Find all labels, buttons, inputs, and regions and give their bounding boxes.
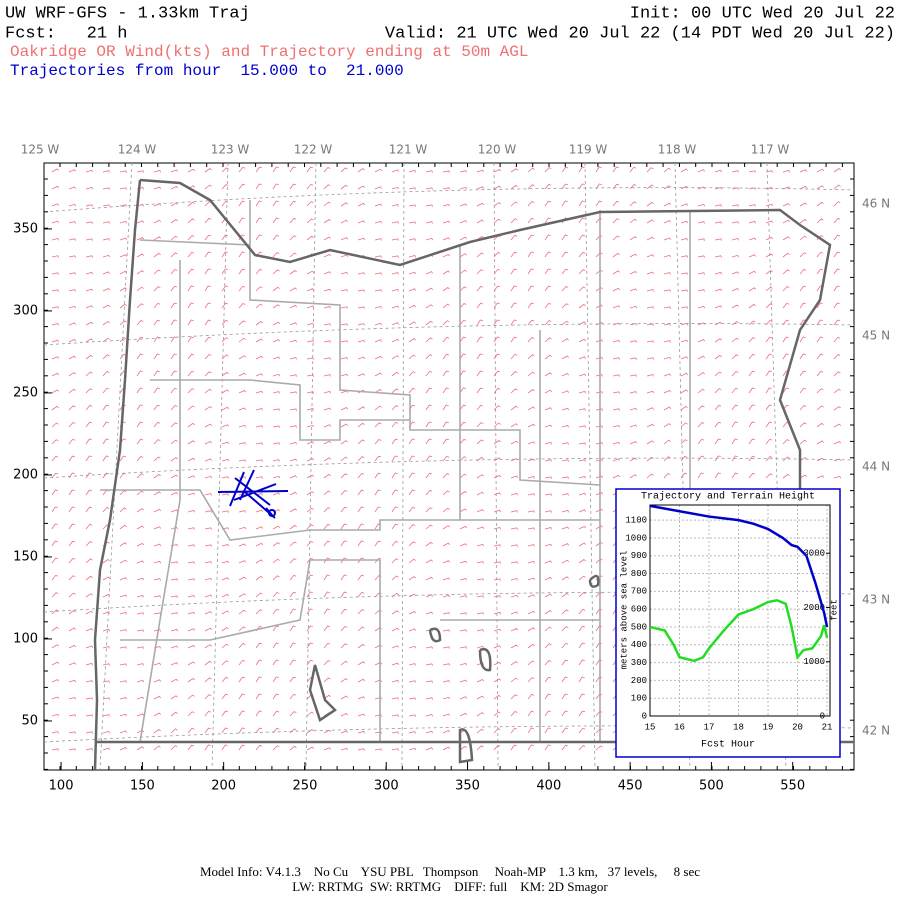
- latitude-label: 46 N: [862, 197, 890, 211]
- latitude-label: 44 N: [862, 460, 890, 474]
- x-tick-label: 300: [374, 779, 399, 794]
- trajectory-note: Trajectories from hour 15.000 to 21.000: [10, 62, 404, 80]
- y-tick-label: 100: [13, 631, 38, 646]
- x-tick-label: 400: [536, 779, 561, 794]
- longitude-label: 118 W: [658, 143, 697, 157]
- x-tick-label: 20: [792, 722, 803, 732]
- y2-tick-label: 1000: [803, 657, 825, 667]
- y-tick-label: 0: [642, 711, 647, 721]
- x-axis-label: Fcst Hour: [701, 740, 755, 751]
- x-tick-label: 550: [780, 779, 805, 794]
- y-tick-label: 50: [21, 713, 38, 728]
- y-tick-label: 100: [631, 694, 647, 704]
- plot-area: [649, 504, 831, 717]
- longitude-label: 122 W: [294, 143, 333, 157]
- y-tick-label: 1100: [625, 516, 647, 526]
- y2-axis-label: feet: [829, 599, 839, 621]
- x-tick-label: 21: [822, 722, 833, 732]
- longitude-label: 117 W: [751, 143, 790, 157]
- map: 100 150 200 250 300 350 400 450 500 5505010015020…: [13, 143, 890, 794]
- y-tick-label: 250: [13, 385, 38, 400]
- trajectory: [217, 469, 289, 519]
- series-line: [649, 504, 829, 628]
- y-axis-label: meters above sea level: [619, 551, 629, 670]
- x-tick-label: 200: [211, 779, 236, 794]
- y-tick-label: 500: [631, 622, 647, 632]
- inset-frame: [615, 488, 841, 758]
- y-tick-label: 700: [631, 587, 647, 597]
- latitude-label: 42 N: [862, 724, 890, 738]
- y-tick-label: 300: [13, 303, 38, 318]
- y-tick-label: 200: [631, 676, 647, 686]
- valid-time: Valid: 21 UTC Wed 20 Jul 22 (14 PDT Wed …: [385, 24, 895, 43]
- y2-tick-label: 3000: [803, 549, 825, 559]
- footer-line1: Model Info: V4.1.3 No Cu YSU PBL Thompso…: [200, 864, 700, 879]
- latitude-label: 43 N: [862, 593, 890, 607]
- y-tick-label: 350: [13, 221, 38, 236]
- longitude-label: 120 W: [478, 143, 517, 157]
- y-tick-label: 800: [631, 569, 647, 579]
- inset-title: Trajectory and Terrain Height: [641, 491, 815, 503]
- x-tick-label: 18: [733, 722, 744, 732]
- longitude-label: 119 W: [569, 143, 608, 157]
- y-tick-label: 200: [13, 467, 38, 482]
- longitude-label: 121 W: [389, 143, 428, 157]
- x-tick-label: 19: [763, 722, 774, 732]
- x-tick-label: 17: [704, 722, 715, 732]
- y-tick-label: 150: [13, 549, 38, 564]
- y-tick-label: 600: [631, 605, 647, 615]
- init-time: Init: 00 UTC Wed 20 Jul 22: [630, 4, 895, 23]
- y2-tick-label: 2000: [803, 603, 825, 613]
- footer-line2: LW: RRTMG SW: RRTMG DIFF: full KM: 2D Sm…: [292, 879, 608, 894]
- x-tick-label: 100: [49, 779, 74, 794]
- x-tick-label: 15: [645, 722, 656, 732]
- x-tick-label: 150: [130, 779, 155, 794]
- y-tick-label: 1000: [625, 533, 647, 543]
- x-tick-label: 16: [674, 722, 685, 732]
- y-tick-label: 900: [631, 551, 647, 561]
- wind-barbs: [51, 166, 842, 751]
- longitude-label: 124 W: [118, 143, 157, 157]
- x-tick-label: 500: [699, 779, 724, 794]
- subtitle: Oakridge OR Wind(kts) and Trajectory end…: [10, 43, 528, 61]
- x-tick-label: 350: [455, 779, 480, 794]
- forecast-hour: Fcst: 21 h: [5, 24, 127, 43]
- longitude-label: 123 W: [211, 143, 250, 157]
- y-tick-label: 300: [631, 658, 647, 668]
- series-line: [649, 598, 829, 663]
- y-tick-label: 400: [631, 640, 647, 650]
- title: UW WRF-GFS - 1.33km Traj: [5, 4, 250, 23]
- latitude-label: 45 N: [862, 329, 890, 343]
- x-tick-label: 450: [618, 779, 643, 794]
- longitude-label: 125 W: [21, 143, 60, 157]
- x-tick-label: 250: [293, 779, 318, 794]
- inset-chart: Trajectory and Terrain Height Fcst Hour …: [615, 488, 841, 758]
- county-lines: [100, 200, 691, 743]
